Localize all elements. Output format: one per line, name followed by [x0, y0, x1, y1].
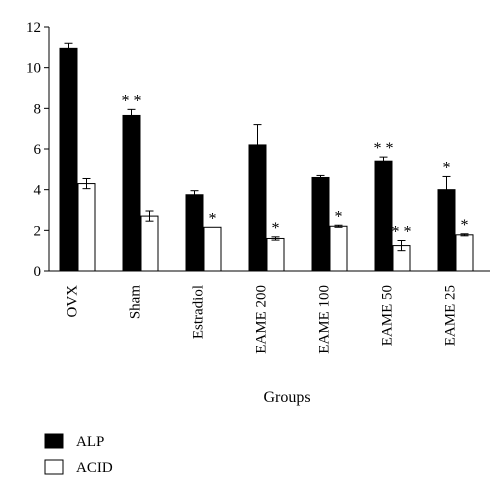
y-tick-label: 8	[34, 101, 42, 117]
legend-swatch-alp	[44, 433, 64, 449]
chart-bars	[59, 42, 474, 272]
y-tick-label: 6	[34, 142, 42, 158]
bar-alp	[122, 114, 141, 272]
y-tick-label: 4	[34, 183, 42, 199]
x-tick-label: Sham	[128, 285, 144, 320]
bar-alp	[311, 176, 330, 272]
x-tick-label: OVX	[65, 285, 81, 318]
significance-label: *	[335, 208, 343, 225]
chart-legend: ALP ACID	[44, 433, 113, 476]
legend-label-alp: ALP	[76, 434, 104, 450]
bar-alp	[374, 160, 393, 272]
x-tick-label: EAME 50	[380, 285, 396, 346]
bar-acid	[329, 225, 348, 272]
x-tick-label: EAME 25	[443, 285, 459, 346]
bar-acid	[140, 215, 159, 272]
bar-alp	[185, 194, 204, 272]
x-tick-label: EAME 200	[254, 285, 270, 354]
bar-acid	[203, 226, 222, 272]
y-tick-label: 0	[34, 264, 42, 280]
significance-label: * *	[374, 140, 394, 157]
y-tick-label: 2	[34, 223, 42, 239]
bar-acid	[266, 237, 285, 272]
x-tick-label: Estradiol	[191, 285, 207, 339]
x-tick-label: EAME 100	[317, 285, 333, 354]
x-axis-title: Groups	[263, 389, 310, 406]
chart-labels: * * * * * * * * * * * OVX Sham Estradiol EAME 200 EA…	[65, 92, 469, 353]
bar-alp	[59, 47, 78, 272]
significance-label: *	[443, 159, 451, 176]
legend-label-acid: ACID	[76, 460, 113, 476]
significance-label: * *	[122, 92, 142, 109]
y-tick-label: 10	[26, 61, 41, 77]
bar-acid	[77, 183, 96, 272]
significance-label: *	[461, 217, 469, 234]
significance-label: * *	[392, 224, 412, 241]
significance-label: *	[272, 220, 280, 237]
y-tick-label: 12	[26, 20, 41, 36]
bar-acid	[455, 234, 474, 272]
significance-label: *	[209, 210, 217, 227]
legend-swatch-acid	[44, 459, 64, 475]
